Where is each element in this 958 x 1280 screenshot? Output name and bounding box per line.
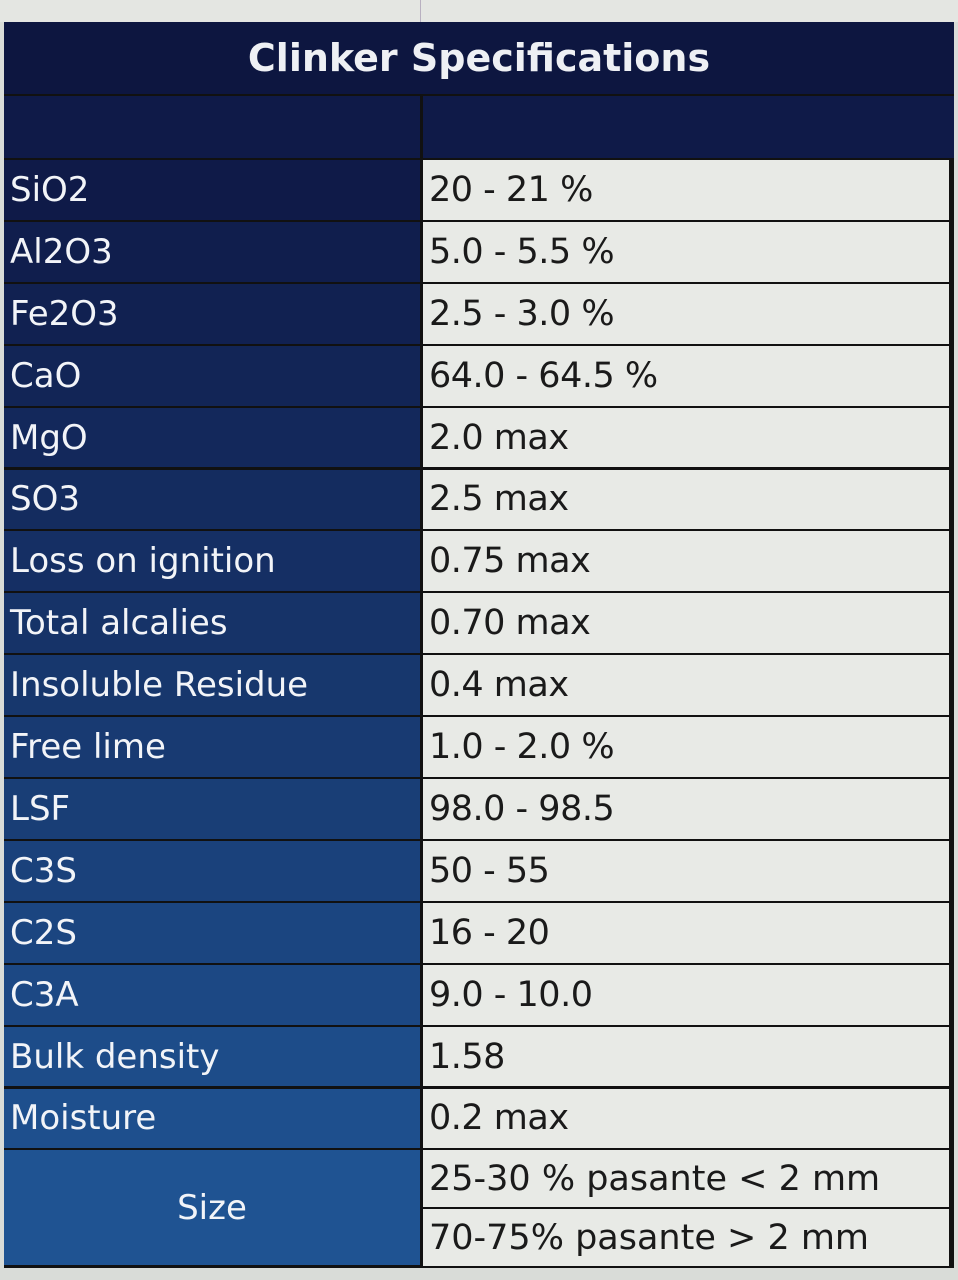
spec-label-cell[interactable]: Moisture: [4, 1088, 420, 1149]
table-row: Moisture 0.2 max: [4, 1088, 954, 1149]
table-row: C2S 16 - 20: [4, 902, 954, 963]
table-row: Bulk density 1.58: [4, 1026, 954, 1087]
table-title: Clinker Specifications: [4, 22, 954, 94]
spec-value-cell[interactable]: 20 - 21 %: [423, 160, 949, 220]
spec-label-cell[interactable]: Al2O3: [4, 221, 420, 282]
table-row: SiO2 20 - 21 %: [4, 160, 954, 220]
table-row: LSF 98.0 - 98.5: [4, 779, 954, 839]
table-row: Al2O3 5.0 - 5.5 %: [4, 221, 954, 282]
header-cell-empty-right[interactable]: [423, 96, 954, 158]
clinker-spec-table: Clinker Specifications SiO2 20 - 21 % Al2O…: [4, 22, 954, 1268]
table-row: SO3 2.5 max: [4, 469, 954, 530]
spec-value-cell[interactable]: 16 - 20: [423, 902, 949, 963]
spec-label-cell[interactable]: C2S: [4, 902, 420, 963]
table-row: Fe2O3 2.5 - 3.0 %: [4, 283, 954, 344]
spreadsheet-top-area: [0, 0, 958, 22]
table-row: CaO 64.0 - 64.5 %: [4, 345, 954, 406]
spec-label-cell[interactable]: Loss on ignition: [4, 531, 420, 592]
spec-label-cell[interactable]: MgO: [4, 407, 420, 468]
spec-label-cell[interactable]: Free lime: [4, 717, 420, 777]
spec-label-cell[interactable]: SiO2: [4, 160, 420, 220]
spec-label-cell[interactable]: SO3: [4, 469, 420, 530]
size-value-cell[interactable]: 25-30 % pasante < 2 mm: [423, 1150, 949, 1208]
spec-label-cell[interactable]: CaO: [4, 345, 420, 406]
spec-value-cell[interactable]: 64.0 - 64.5 %: [423, 345, 949, 406]
column-divider: [420, 0, 421, 22]
spec-label-cell[interactable]: C3A: [4, 964, 420, 1025]
size-value-cell[interactable]: 70-75% pasante > 2 mm: [423, 1209, 949, 1267]
table-row: MgO 2.0 max: [4, 407, 954, 468]
spec-value-cell[interactable]: 0.4 max: [423, 655, 949, 716]
spec-value-cell[interactable]: 50 - 55: [423, 840, 949, 901]
spec-label-cell[interactable]: Total alcalies: [4, 593, 420, 654]
table-row: Insoluble Residue 0.4 max: [4, 655, 954, 716]
table-row: C3S 50 - 55: [4, 840, 954, 901]
spec-value-cell[interactable]: 5.0 - 5.5 %: [423, 221, 949, 282]
header-cell-empty-left[interactable]: [4, 96, 420, 158]
table-row: Total alcalies 0.70 max: [4, 593, 954, 654]
spec-value-cell[interactable]: 1.58: [423, 1026, 949, 1087]
spec-label-cell[interactable]: LSF: [4, 779, 420, 839]
table-row: Free lime 1.0 - 2.0 %: [4, 717, 954, 777]
spec-value-cell[interactable]: 2.5 - 3.0 %: [423, 283, 949, 344]
spec-value-cell[interactable]: 0.75 max: [423, 531, 949, 592]
spec-value-cell[interactable]: 1.0 - 2.0 %: [423, 717, 949, 777]
table-row: Loss on ignition 0.75 max: [4, 531, 954, 592]
spec-value-cell[interactable]: 0.70 max: [423, 593, 949, 654]
spec-value-cell[interactable]: 2.5 max: [423, 469, 949, 530]
spec-value-cell[interactable]: 2.0 max: [423, 407, 949, 468]
size-label-cell[interactable]: Size: [4, 1150, 420, 1265]
spec-label-cell[interactable]: Bulk density: [4, 1026, 420, 1087]
spec-value-cell[interactable]: 98.0 - 98.5: [423, 779, 949, 839]
spec-label-cell[interactable]: Fe2O3: [4, 283, 420, 344]
table-row: C3A 9.0 - 10.0: [4, 964, 954, 1025]
spec-value-cell[interactable]: 0.2 max: [423, 1088, 949, 1149]
spec-label-cell[interactable]: Insoluble Residue: [4, 655, 420, 716]
spec-value-cell[interactable]: 9.0 - 10.0: [423, 964, 949, 1025]
spec-label-cell[interactable]: C3S: [4, 840, 420, 901]
